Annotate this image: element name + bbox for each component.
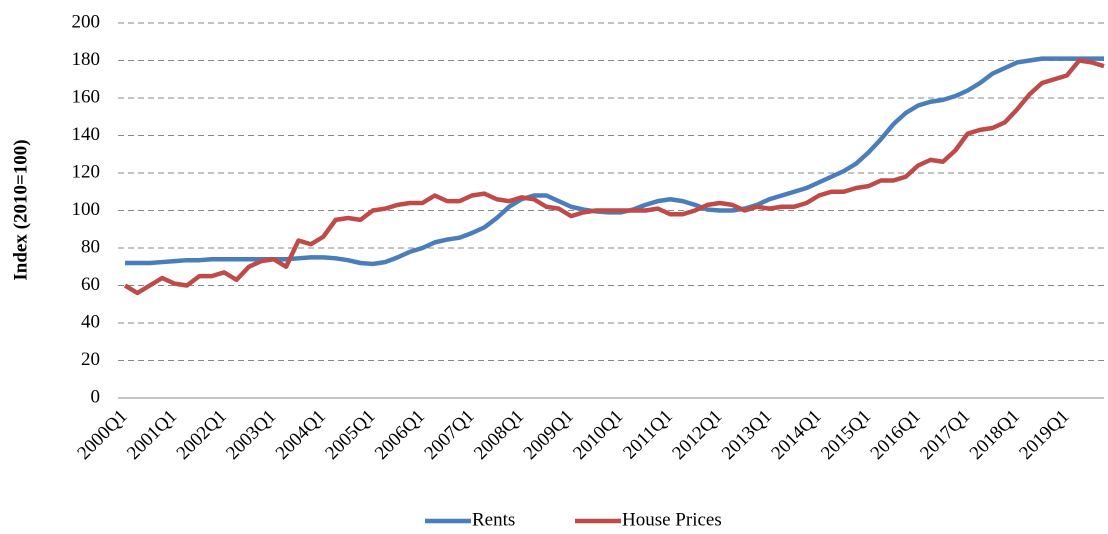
y-tick-label: 0 (91, 386, 101, 407)
x-tick-label: 2015Q1 (817, 406, 875, 464)
y-tick-label: 140 (72, 124, 101, 145)
y-tick-label: 40 (81, 311, 100, 332)
y-tick-label: 20 (81, 349, 100, 370)
x-tick-label: 2000Q1 (73, 406, 131, 464)
legend-label: House Prices (622, 509, 722, 530)
x-tick-label: 2003Q1 (222, 406, 280, 464)
x-tick-label: 2012Q1 (668, 406, 726, 464)
line-series (123, 58, 1105, 296)
x-tick-label: 2005Q1 (321, 406, 379, 464)
line-series (125, 56, 1104, 267)
y-axis-title: Index (2010=100) (10, 139, 31, 280)
x-tick-label: 2006Q1 (371, 406, 429, 464)
y-tick-label: 60 (81, 274, 100, 295)
y-tick-label: 160 (72, 86, 101, 107)
x-tick-label: 2007Q1 (420, 406, 478, 464)
x-tick-label: 2011Q1 (619, 406, 677, 464)
x-tick-label: 2008Q1 (470, 406, 528, 464)
y-tick-label: 120 (72, 161, 101, 182)
x-tick-label: 2001Q1 (123, 406, 181, 464)
x-tick-label: 2018Q1 (966, 406, 1024, 464)
x-tick-label: 2014Q1 (767, 406, 825, 464)
x-tick-label: 2016Q1 (867, 406, 925, 464)
y-tick-label: 180 (72, 49, 101, 70)
y-tick-label: 80 (81, 236, 100, 257)
y-tick-label: 100 (72, 199, 101, 220)
legend-label: Rents (472, 509, 515, 530)
x-tick-label: 2017Q1 (916, 406, 974, 464)
x-tick-label: 2013Q1 (718, 406, 776, 464)
x-tick-label: 2010Q1 (569, 406, 627, 464)
x-tick-label: 2004Q1 (272, 406, 330, 464)
x-tick-label: 2009Q1 (520, 406, 578, 464)
x-tick-label: 2019Q1 (1015, 406, 1073, 464)
y-tick-label: 200 (72, 11, 101, 32)
x-tick-label: 2002Q1 (173, 406, 231, 464)
